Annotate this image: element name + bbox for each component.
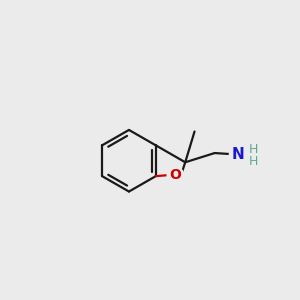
Text: O: O [169,168,181,182]
Text: H: H [249,155,258,168]
Text: N: N [232,147,244,162]
Text: H: H [249,143,258,156]
